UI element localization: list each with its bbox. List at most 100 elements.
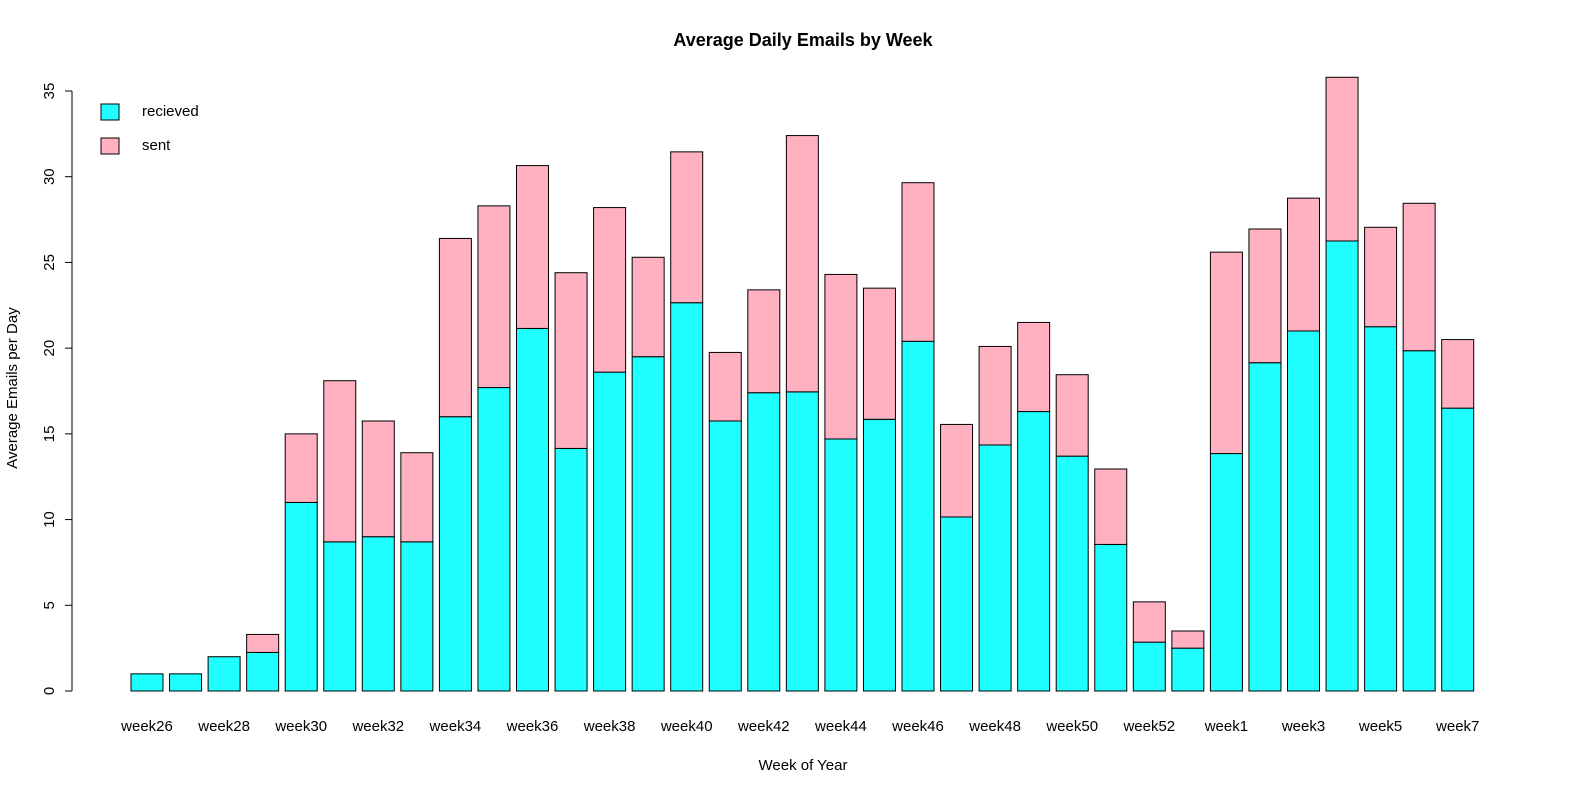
bar [169,673,203,692]
x-tick-label: week46 [891,718,944,735]
bar [901,340,935,692]
x-tick-label: week44 [814,718,867,735]
bar [824,273,858,440]
bar [708,351,742,422]
bar [1287,197,1320,332]
x-tick-label: week5 [1358,718,1402,735]
bar [1364,226,1398,328]
bar [631,356,665,692]
x-tick-label: week38 [583,718,636,735]
bar [1402,202,1436,352]
bar [670,302,704,692]
bar [1402,350,1436,692]
bar [438,416,472,692]
x-tick-label: week50 [1045,718,1098,735]
x-tick-label: week28 [197,718,250,735]
bar [785,391,819,692]
bar [554,447,588,692]
y-tick-label: 20 [41,340,58,357]
bar [1132,601,1166,643]
x-tick-label: week52 [1122,718,1175,735]
bar [978,345,1012,446]
bar [1364,326,1398,692]
bar [400,541,434,692]
bar [1017,411,1051,692]
bar [323,541,357,692]
bar [1209,251,1243,455]
bar [438,237,472,418]
legend-swatch [100,103,120,121]
bar [862,418,896,692]
bar [516,165,549,329]
x-tick-label: week42 [737,718,790,735]
bar [477,387,511,692]
bar [323,380,357,543]
bar [1171,647,1205,692]
bar [1248,228,1282,364]
bar [1094,468,1128,545]
bar [747,289,781,394]
y-tick-label: 30 [41,168,58,185]
bar [516,327,549,692]
bar [1017,321,1051,413]
bar [1171,630,1205,649]
legend-label: sent [142,137,171,154]
bar [824,438,858,692]
bar [477,205,511,389]
bar [207,656,241,692]
bar [593,371,627,692]
bar [130,673,164,692]
bar [940,423,974,518]
bar [246,651,280,692]
bar [631,256,665,358]
bar [361,420,395,538]
y-tick-label: 0 [41,687,58,695]
bar [246,633,280,653]
y-axis-label: Average Emails per Day [4,307,21,469]
bar [1325,240,1359,692]
y-tick-label: 25 [41,254,58,271]
bar [708,420,742,692]
x-tick-label: week7 [1435,718,1479,735]
bar [1248,362,1282,692]
bar [670,151,704,304]
x-tick-label: week30 [274,718,327,735]
y-tick-label: 5 [41,601,58,609]
x-tick-label: week48 [968,718,1021,735]
x-axis-label: Week of Year [759,757,848,774]
y-tick-label: 35 [41,83,58,100]
y-tick-label: 10 [41,511,58,528]
bar [862,287,896,420]
bar [1055,455,1089,692]
legend-label: recieved [142,103,199,120]
bar [554,272,588,449]
x-tick-label: week32 [351,718,404,735]
bar [901,182,935,342]
bar [747,392,781,692]
bar [1132,641,1166,692]
bar [1055,374,1089,457]
x-tick-label: week36 [506,718,559,735]
bar [978,444,1012,692]
bar [1209,453,1243,692]
bar [593,207,627,373]
bar [400,452,434,543]
x-tick-label: week26 [120,718,173,735]
legend-swatch [100,137,120,155]
x-tick-label: week1 [1204,718,1248,735]
bar [284,501,318,692]
bar [1094,543,1128,692]
chart-title: Average Daily Emails by Week [673,30,933,50]
bar [1287,330,1320,692]
bar [361,536,395,692]
bar [785,135,819,393]
bar [1441,407,1475,692]
bar [1441,339,1475,409]
bar [284,433,318,503]
x-tick-label: week34 [429,718,482,735]
x-tick-label: week40 [660,718,713,735]
bar [1325,76,1359,242]
x-tick-label: week3 [1281,718,1325,735]
y-tick-label: 15 [41,426,58,443]
